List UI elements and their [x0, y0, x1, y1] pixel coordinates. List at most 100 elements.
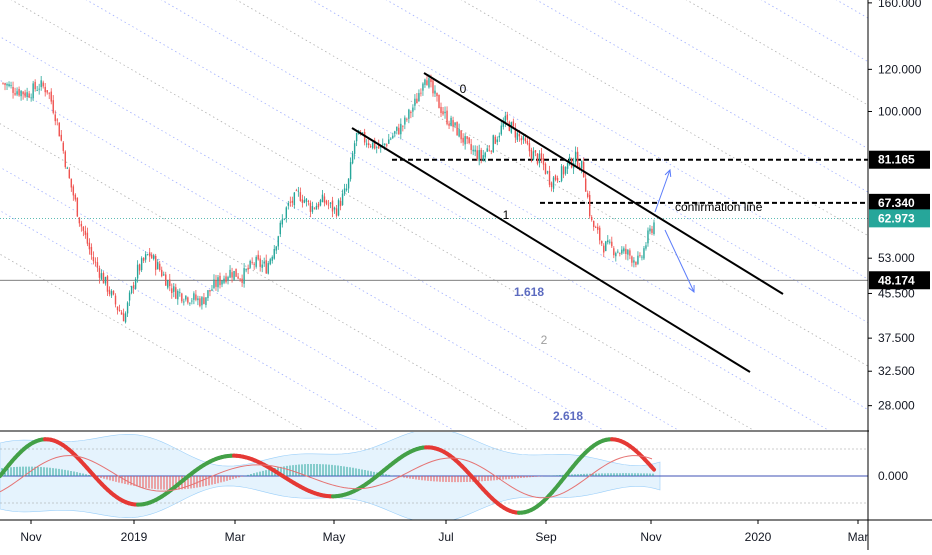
candle-body [386, 144, 387, 145]
candle-body [243, 268, 244, 284]
candle-body [430, 79, 431, 82]
candle-body [318, 204, 319, 207]
candle-body [143, 258, 144, 261]
candle-body [247, 268, 248, 270]
fib-label: 0 [460, 82, 467, 96]
time-tick-label: Nov [640, 530, 661, 544]
candle-body [440, 107, 441, 113]
candle-body [199, 298, 200, 306]
candle-body [36, 90, 37, 91]
candle-body [332, 201, 333, 212]
candle-body [342, 193, 343, 205]
candle-body [32, 83, 33, 98]
candle-body [306, 199, 307, 202]
candle-body [404, 118, 405, 125]
candle-body [485, 153, 486, 158]
channel-line-lower [352, 128, 750, 372]
candle-body [336, 208, 337, 215]
candle-body [633, 260, 634, 262]
candle-body [587, 193, 588, 197]
price-tick-label: 120.000 [878, 62, 922, 76]
candle-body [483, 155, 484, 160]
candle-body [296, 190, 297, 191]
candle-body [141, 258, 142, 270]
candle-body [16, 91, 17, 94]
candle-body [340, 201, 341, 206]
candle-body [631, 256, 632, 262]
time-tick-label: Jul [438, 530, 453, 544]
candle-body [523, 136, 524, 139]
candle-body [79, 217, 80, 223]
candle-body [159, 264, 160, 270]
candle-body [464, 136, 465, 144]
candle-body [549, 171, 550, 185]
price-badge-label: 62.973 [878, 211, 915, 225]
candle-body [133, 285, 134, 288]
candle-body [61, 135, 62, 141]
candle-body [346, 189, 347, 190]
candle-body [615, 253, 616, 256]
candle-body [623, 248, 624, 251]
candle-body [30, 97, 31, 98]
candle-body [127, 303, 128, 314]
candle-body [6, 84, 7, 85]
time-tick-label: Nov [20, 530, 41, 544]
candle-body [292, 201, 293, 203]
candle-body [4, 83, 5, 85]
candle-body [617, 252, 618, 253]
candle-body [559, 181, 560, 182]
candle-body [115, 296, 116, 305]
candle-body [352, 153, 353, 163]
candle-body [316, 206, 317, 210]
candle-body [111, 291, 112, 296]
candle-body [139, 264, 140, 270]
candle-body [221, 281, 222, 285]
candle-body [641, 257, 642, 258]
time-tick-label: 2019 [121, 530, 148, 544]
candle-body [647, 230, 648, 243]
candle-body [448, 124, 449, 126]
candle-body [543, 158, 544, 165]
candle-body [145, 254, 146, 259]
candle-body [235, 269, 236, 277]
candle-body [179, 292, 180, 293]
price-tick-label: 32.500 [878, 364, 915, 378]
candle-body [388, 139, 389, 143]
candle-body [458, 129, 459, 137]
candle-body [368, 143, 369, 145]
fib-label: 1 [503, 208, 510, 222]
candle-body [312, 206, 313, 212]
projection-arrow-up [655, 170, 670, 212]
candle-body [227, 277, 228, 280]
candle-body [304, 200, 305, 203]
candle-body [276, 246, 277, 250]
candle-body [545, 164, 546, 174]
candle-body [537, 154, 538, 164]
candle-body [49, 93, 50, 94]
candle-body [69, 170, 70, 179]
candle-body [489, 150, 490, 151]
candle-body [22, 92, 23, 95]
candle-body [330, 203, 331, 204]
candle-body [284, 219, 285, 220]
candle-body [85, 231, 86, 235]
candle-body [249, 261, 250, 268]
candle-body [12, 87, 13, 93]
candle-body [396, 127, 397, 131]
candle-body [153, 255, 154, 259]
candle-body [290, 202, 291, 203]
candle-body [268, 263, 269, 273]
candle-body [93, 257, 94, 261]
candle-body [466, 136, 467, 139]
candle-body [87, 233, 88, 244]
candle-body [10, 85, 11, 86]
candle-body [563, 167, 564, 175]
indicator-pane [0, 429, 868, 523]
candle-body [119, 310, 120, 311]
candle-body [408, 110, 409, 119]
candle-body [99, 268, 100, 278]
candle-body [308, 201, 309, 202]
candle-body [503, 123, 504, 127]
candle-body [410, 112, 411, 113]
candle-body [157, 262, 158, 269]
